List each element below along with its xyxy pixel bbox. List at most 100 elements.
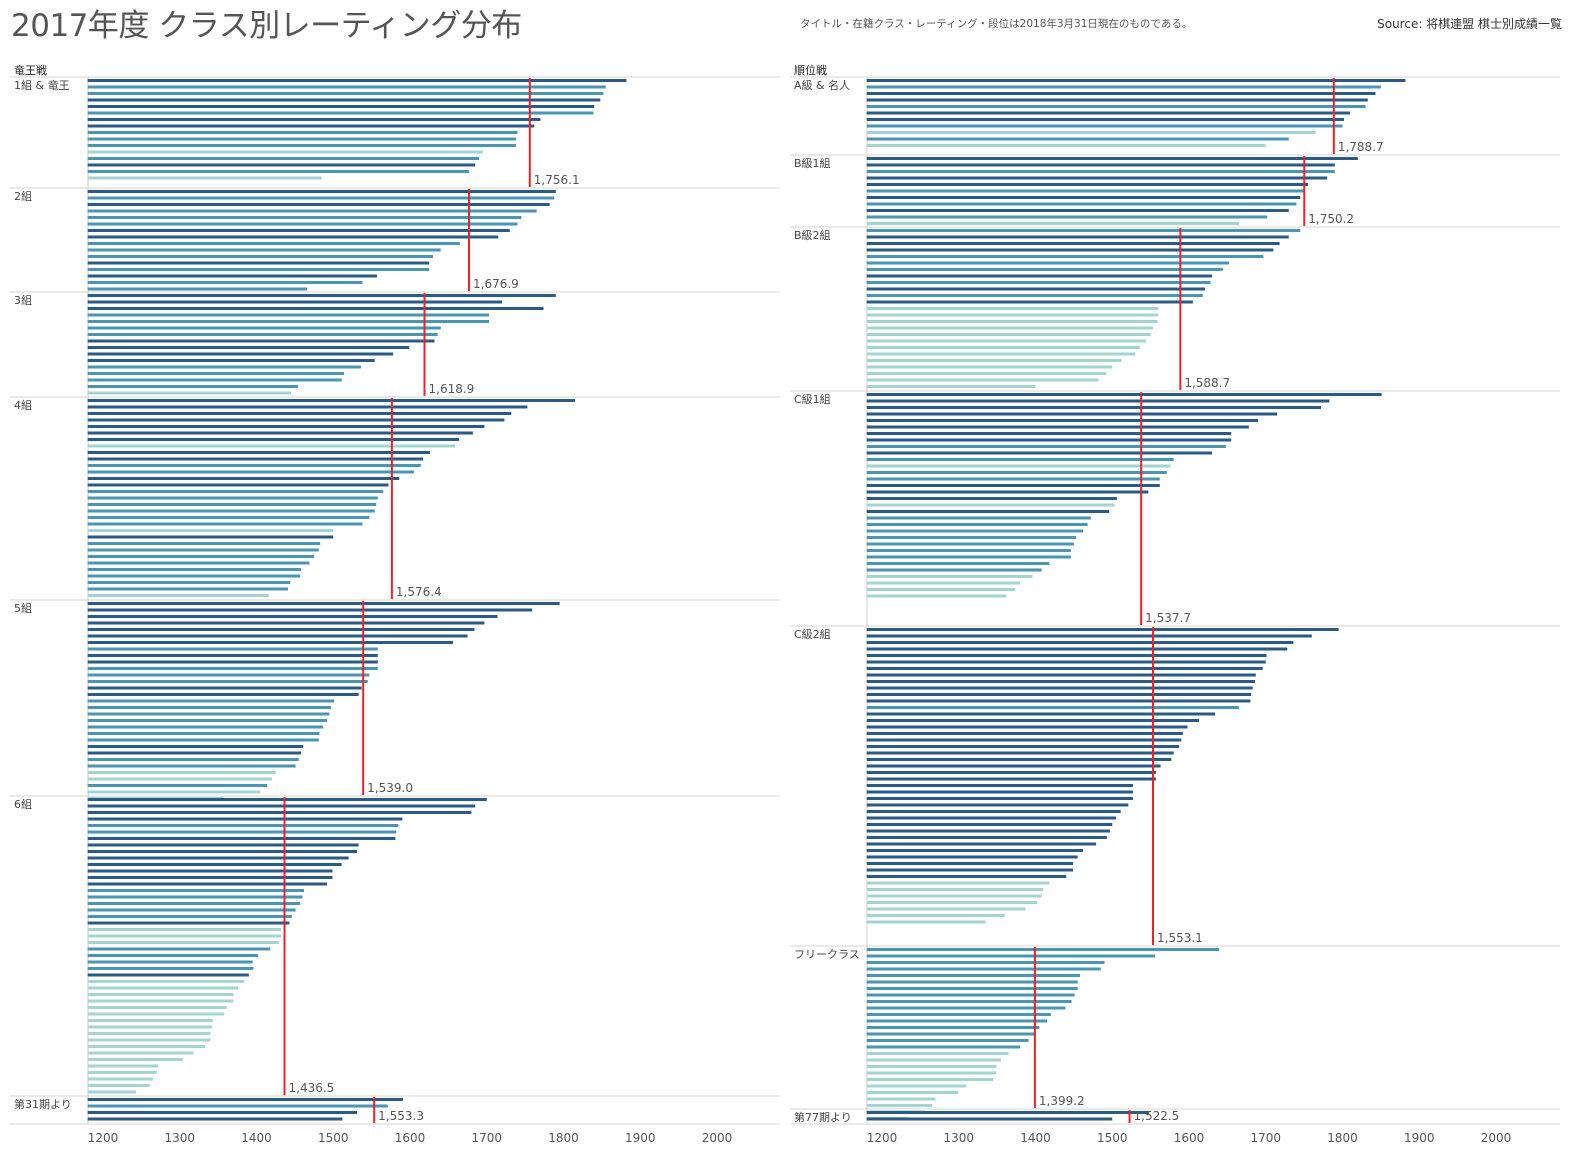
rating-bar xyxy=(866,215,1268,219)
group-3: 3組 1,618.9 xyxy=(10,291,780,396)
rating-bar xyxy=(87,1071,157,1074)
rating-bar xyxy=(87,771,276,774)
rating-bar xyxy=(866,503,1115,507)
rating-bar xyxy=(87,496,378,500)
rating-bar xyxy=(87,986,239,990)
rating-bar xyxy=(87,654,378,657)
rating-bar xyxy=(87,667,378,670)
rating-bar xyxy=(87,98,601,102)
rating-bar xyxy=(87,830,397,834)
rating-bar xyxy=(866,842,1097,846)
chart-title: 竜王戦 xyxy=(14,63,47,77)
group-label: 6組 xyxy=(14,798,32,811)
rating-bar xyxy=(866,699,1251,703)
rating-bar xyxy=(866,432,1232,435)
group-2: 2組 1,676.9 xyxy=(10,187,780,291)
rating-bar xyxy=(866,339,1147,343)
rating-bar xyxy=(87,1019,213,1022)
rating-bar xyxy=(87,464,421,467)
rating-bar xyxy=(866,777,1156,781)
rating-bar xyxy=(87,1111,358,1114)
rating-bar xyxy=(87,522,363,526)
rating-bar xyxy=(866,901,1038,904)
rating-bar xyxy=(866,79,1406,82)
rating-bar xyxy=(866,751,1174,755)
rating-bar xyxy=(866,810,1121,813)
rating-bar xyxy=(866,855,1078,859)
rating-bar xyxy=(87,222,518,226)
rating-bar xyxy=(87,542,321,545)
rating-bar xyxy=(866,385,1036,388)
mean-value-label: 1,588.7 xyxy=(1184,376,1230,390)
rating-bar xyxy=(866,549,1071,552)
rating-bar xyxy=(866,862,1074,865)
rating-bar xyxy=(87,105,595,108)
rating-bar xyxy=(866,1006,1066,1010)
rating-bar xyxy=(866,686,1253,690)
rating-bar xyxy=(87,798,487,801)
x-tick-label: 1600 xyxy=(395,1131,426,1145)
rating-bar xyxy=(866,568,1042,572)
rating-bar xyxy=(87,509,375,513)
rating-bar xyxy=(866,680,1256,683)
rating-bar xyxy=(87,732,320,735)
group-3: B級2組 1,588.7 xyxy=(790,226,1560,390)
rating-bar xyxy=(866,471,1167,474)
rating-bar xyxy=(866,771,1156,774)
rating-bar xyxy=(87,274,377,278)
rating-bar xyxy=(866,85,1381,89)
rating-bar xyxy=(866,758,1172,761)
rating-bar xyxy=(866,458,1174,461)
rating-bar xyxy=(87,268,430,271)
group-label: 4組 xyxy=(14,399,32,412)
rating-bar xyxy=(866,894,1042,898)
rating-bar xyxy=(87,281,363,284)
rating-bar xyxy=(866,667,1263,670)
group-label: B級2組 xyxy=(794,229,831,242)
rating-bar xyxy=(866,816,1117,820)
rating-bar xyxy=(87,882,328,886)
rating-bar xyxy=(87,954,259,957)
rating-bar xyxy=(866,157,1358,160)
rating-bar xyxy=(87,405,528,409)
rating-bar xyxy=(866,849,1084,852)
rating-bar xyxy=(87,229,510,232)
rating-bar xyxy=(87,777,272,781)
group-5: 5組 1,539.0 xyxy=(10,599,780,800)
group-label: C級1組 xyxy=(794,393,831,406)
rating-bar xyxy=(866,523,1088,526)
rating-bar xyxy=(866,836,1107,839)
x-tick-label: 1900 xyxy=(625,1131,656,1145)
x-tick-label: 2000 xyxy=(702,1131,733,1145)
rating-bar xyxy=(87,863,342,866)
rating-bar xyxy=(866,920,986,924)
rating-bar xyxy=(87,294,556,297)
rating-bar xyxy=(866,654,1267,657)
rating-bar xyxy=(866,372,1107,375)
rating-bar xyxy=(866,255,1264,258)
rating-bar xyxy=(866,378,1099,382)
rating-bar xyxy=(866,222,1239,225)
x-tick-label: 1800 xyxy=(1327,1131,1358,1145)
rating-bar xyxy=(87,1077,153,1081)
rating-bar xyxy=(87,1084,150,1087)
rating-bar xyxy=(87,313,490,317)
rating-bar xyxy=(866,647,1288,651)
mean-value-label: 1,618.9 xyxy=(429,382,475,396)
rating-bar xyxy=(866,797,1133,800)
rating-bar xyxy=(866,732,1183,735)
rating-bar xyxy=(866,907,1026,911)
rating-bar xyxy=(866,1026,1040,1029)
x-tick-label: 1400 xyxy=(1020,1131,1051,1145)
rating-bar xyxy=(87,876,333,879)
rating-bar xyxy=(87,477,400,480)
rating-bar xyxy=(866,987,1078,990)
rating-bar xyxy=(87,561,310,565)
rating-bar xyxy=(866,202,1297,206)
rating-bar xyxy=(866,137,1289,141)
x-tick-label: 1500 xyxy=(318,1131,349,1145)
mean-value-label: 1,539.0 xyxy=(367,781,413,795)
rating-bar xyxy=(866,261,1229,265)
rating-bar xyxy=(87,216,522,219)
